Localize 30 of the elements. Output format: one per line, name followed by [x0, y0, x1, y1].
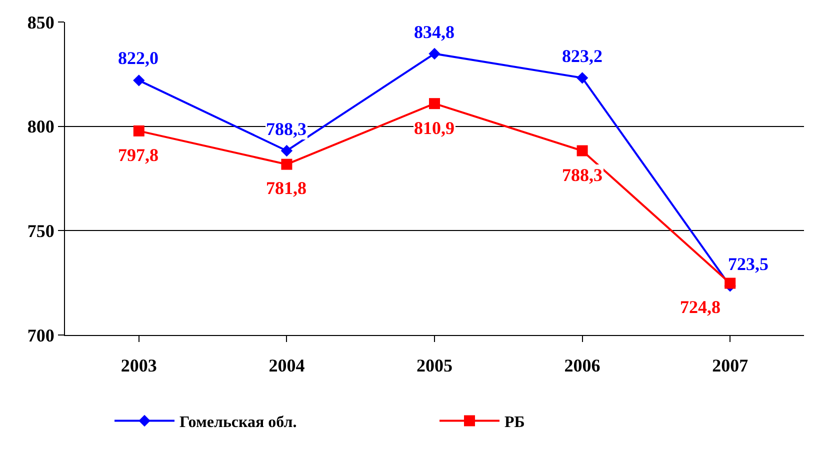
data-label: 810,9: [414, 118, 454, 138]
point: [280, 144, 293, 157]
data-label: 723,5: [728, 254, 768, 274]
data-label: 788,3: [266, 119, 306, 139]
point: [576, 72, 588, 84]
legend-label: Гомельская обл.: [180, 414, 297, 431]
data-label: 797,8: [118, 145, 158, 165]
point: [133, 74, 145, 86]
x-tick-label: 2005: [416, 356, 452, 376]
y-tick-label: 750: [27, 220, 54, 241]
data-label: 823,2: [562, 46, 602, 66]
data-label: 822,0: [118, 48, 158, 68]
point: [428, 48, 440, 60]
point: [429, 98, 440, 110]
data-label: 781,8: [266, 178, 306, 198]
point: [576, 145, 588, 156]
point: [281, 158, 292, 170]
data-label: 788,3: [562, 165, 602, 185]
y-tick-label: 850: [27, 12, 54, 32]
point: [724, 278, 736, 289]
legend-label: РБ: [504, 414, 525, 431]
data-label: 834,8: [414, 22, 454, 42]
x-tick-label: 2007: [712, 356, 748, 376]
x-tick-label: 2006: [564, 356, 600, 376]
point: [133, 125, 144, 136]
y-tick-label: 700: [27, 325, 54, 346]
x-tick-label: 2003: [120, 356, 157, 376]
data-label: 724,8: [680, 297, 720, 317]
y-tick-label: 800: [27, 116, 54, 137]
x-tick-label: 2004: [268, 356, 305, 376]
